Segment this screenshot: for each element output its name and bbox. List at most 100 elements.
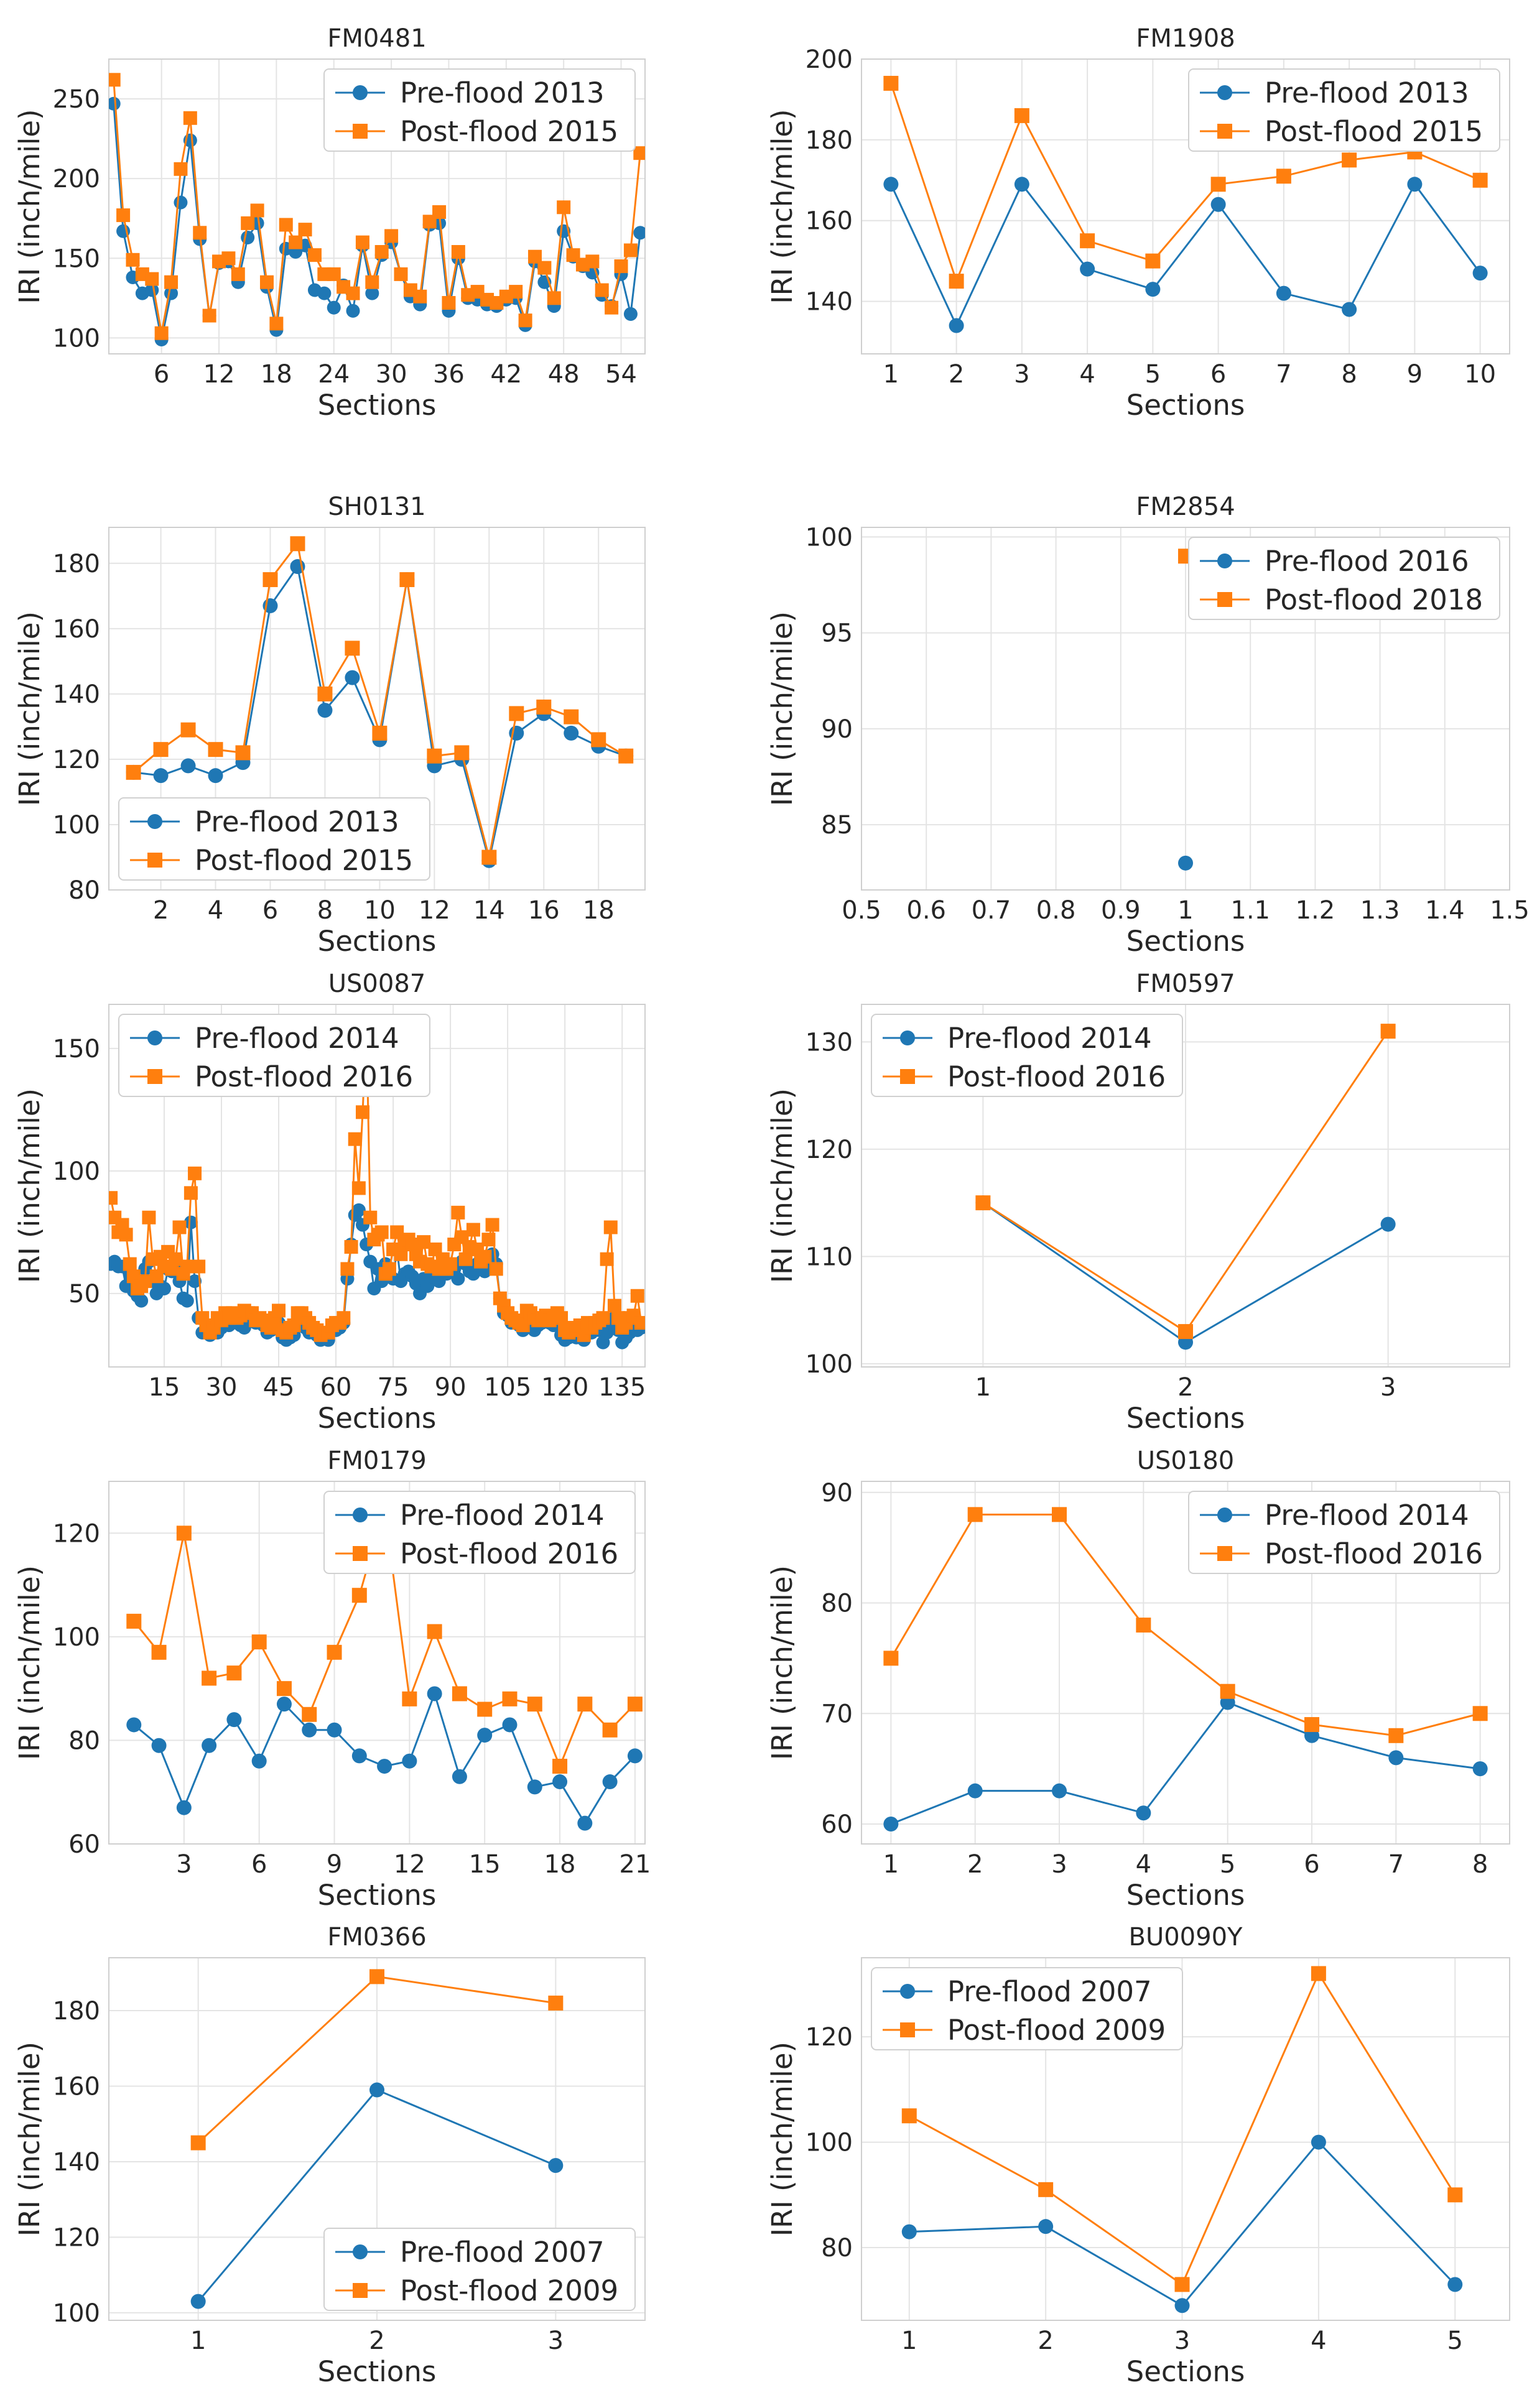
legend-marker-square: [353, 1546, 368, 1561]
data-point: [603, 1220, 618, 1234]
data-point: [1145, 253, 1161, 269]
x-tick-label: 9: [1407, 360, 1423, 389]
y-tick-label: 80: [68, 1726, 100, 1755]
data-point: [346, 303, 360, 318]
data-point: [1276, 285, 1291, 301]
legend: Pre-flood 2014 Post-flood 2016: [323, 1491, 636, 1574]
x-tick-label: 2: [153, 896, 169, 925]
data-point: [151, 1644, 167, 1660]
x-axis-label: Sections: [318, 389, 437, 422]
data-point: [554, 1311, 569, 1325]
chart-title: FM1908: [1136, 24, 1235, 53]
y-tick-label: 60: [68, 1830, 100, 1859]
x-tick-label: 3: [1380, 1373, 1396, 1402]
data-point: [451, 1205, 465, 1220]
x-tick-label: 6: [251, 1850, 267, 1879]
data-point: [109, 73, 121, 87]
data-point: [231, 267, 245, 281]
x-tick-label: 1.1: [1230, 896, 1270, 925]
data-point: [183, 111, 197, 125]
legend: Pre-flood 2013 Post-flood 2015: [1188, 68, 1500, 152]
data-point: [154, 326, 169, 340]
y-axis-label: IRI (inch/mile): [13, 1565, 46, 1760]
data-point: [1311, 1966, 1326, 1981]
data-point: [176, 1526, 192, 1541]
x-tick-label: 12: [419, 896, 450, 925]
data-point: [1472, 1761, 1488, 1777]
plot-frame: [108, 58, 646, 354]
x-tick-label: 21: [619, 1850, 651, 1879]
data-point: [287, 1318, 301, 1333]
data-point: [466, 1223, 480, 1237]
data-point: [458, 1252, 473, 1266]
data-point: [384, 229, 399, 243]
x-tick-label: 3: [548, 2327, 564, 2355]
x-tick-label: 48: [548, 360, 580, 389]
data-point: [1342, 152, 1357, 168]
data-point: [116, 208, 131, 223]
y-tick-label: 100: [53, 811, 100, 840]
y-axis-label: IRI (inch/mile): [766, 611, 799, 806]
data-point: [1052, 1783, 1067, 1799]
x-tick-label: 18: [544, 1850, 576, 1879]
series-post-flood: [190, 1969, 564, 2151]
x-tick-label: 12: [203, 360, 235, 389]
plot-frame: [861, 1004, 1510, 1368]
data-point: [509, 706, 524, 721]
data-point: [452, 1686, 467, 1702]
chart-panel-fm0179: 3 6 9 12 15 18 21 60 80 100 120 FM0179 Sections IRI (…: [13, 1447, 651, 1912]
legend-marker-square: [353, 2283, 368, 2298]
legend-marker-circle: [353, 2244, 368, 2259]
data-point: [157, 1281, 171, 1295]
y-tick-label: 160: [53, 2072, 100, 2101]
y-tick-label: 85: [821, 811, 853, 840]
data-point: [208, 768, 223, 784]
y-tick-label: 80: [821, 1590, 853, 1618]
data-point: [602, 1774, 618, 1790]
data-point: [1380, 1216, 1396, 1232]
data-point: [1038, 2219, 1054, 2234]
data-point: [1210, 177, 1226, 192]
legend-label: Pre-flood 2014: [947, 1022, 1152, 1055]
data-point: [193, 226, 207, 240]
data-point: [1136, 1618, 1151, 1633]
data-point: [427, 748, 442, 764]
data-point: [351, 1748, 367, 1764]
legend-label: Pre-flood 2007: [400, 2236, 605, 2269]
data-point: [614, 259, 628, 274]
data-point: [883, 75, 899, 91]
legend-marker-square: [353, 124, 368, 139]
x-axis-label: Sections: [318, 925, 437, 958]
data-point: [413, 289, 427, 303]
data-point: [126, 252, 140, 267]
data-point: [548, 2158, 564, 2174]
x-axis-label: Sections: [1126, 389, 1245, 422]
data-point: [1014, 177, 1029, 192]
x-tick-label: 6: [154, 360, 169, 389]
data-point: [602, 1722, 618, 1738]
data-point: [402, 1691, 417, 1706]
data-point: [365, 286, 379, 300]
y-tick-label: 180: [53, 550, 100, 578]
data-point: [595, 283, 609, 297]
data-point: [241, 230, 255, 244]
data-point: [564, 725, 579, 741]
data-point: [138, 1274, 152, 1289]
data-point: [377, 1759, 392, 1774]
y-axis-label: IRI (inch/mile): [13, 2042, 46, 2236]
data-point: [516, 1318, 530, 1333]
plot-data-area: [975, 1024, 1396, 1350]
x-tick-label: 5: [1220, 1850, 1235, 1879]
legend: Pre-flood 2016 Post-flood 2018: [1188, 537, 1500, 620]
legend: Pre-flood 2014 Post-flood 2016: [871, 1014, 1183, 1097]
plot-data-area: [126, 536, 634, 868]
data-point: [1472, 1706, 1488, 1721]
data-point: [174, 162, 188, 176]
legend-label: Pre-flood 2013: [1265, 76, 1469, 109]
x-tick-label: 14: [473, 896, 505, 925]
x-axis-label: Sections: [1126, 1879, 1245, 1912]
legend-label: Pre-flood 2016: [1265, 545, 1469, 578]
y-tick-label: 100: [53, 2299, 100, 2328]
y-tick-label: 100: [806, 1350, 853, 1379]
